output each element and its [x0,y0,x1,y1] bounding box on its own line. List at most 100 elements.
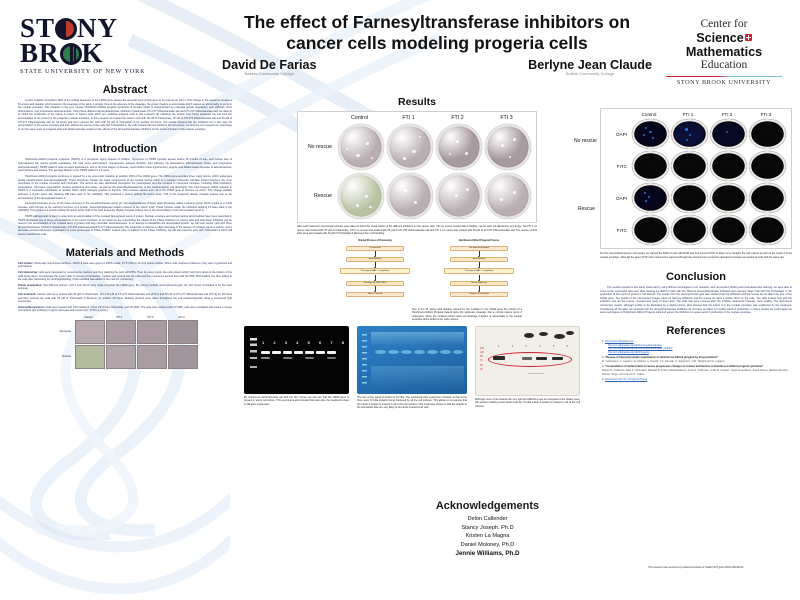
references-list: 1. http://www.wikipedia.org/ http://en.w… [600,340,792,382]
dna-band [327,356,336,359]
treatment-col-fti2: FTI 2 [147,315,154,319]
logo-line1-text: ST [20,13,56,43]
coomassie-band [427,349,438,354]
materials-item-1-label: Cell Culture: [18,261,34,265]
petri-row-norescue: No rescue [307,144,332,150]
lane-2: 2 [273,339,276,345]
pathway-left-step-5: Mature Lamin A [346,291,404,297]
pathway-diagram: Normal Process of Processing Hutchinson-… [332,240,522,306]
treatment-col-fti3: FTI 3 [178,315,185,319]
ref-2-title: "Rescue of heterochromatin organization … [604,356,719,360]
pathway-right-step-4: No cleavage site [450,280,508,286]
pathway-arrow [478,274,480,282]
author-2-name: Berlyne Jean Claude [528,57,652,72]
pathway-arrow [478,285,480,293]
treatment-row-norescue: No rescue [59,330,71,334]
funding-note: This research was supported by National … [648,566,744,569]
ack-name-4: Daniel Moloney, Ph.D [460,541,515,548]
coomassie-ladder [362,333,367,386]
csme-line4: Education [700,59,748,72]
materials-item-4-text: Cancer cells were treated with 25 µM of … [18,292,232,304]
intro-paragraph-2: Hutchinson-Gilford progeria syndrome is … [18,174,232,200]
wb-blot-top [554,333,565,339]
results-panel-petri: Control FTI 1 FTI 2 FTI 3 No rescue [297,111,537,223]
materials-item-1: Cell Culture: Pancreatic Carcinoma cell … [18,262,232,269]
dna-band [294,350,303,354]
petri-col-fti3: FTI 3 [500,115,513,121]
wb-blot-top [524,332,534,338]
conclusion-paragraph-1: The results reported in this study show … [600,286,792,315]
reference-item-2: 2. "Rescue of heterochromatin organizati… [602,356,792,364]
petri-dish-rescue-control [338,173,384,219]
well-fitc-norescue-control [632,151,669,181]
well-dapi-norescue-control [632,119,669,149]
materials-item-2-label: Cell Harvesting: [18,270,38,274]
pathway-arrow [374,285,376,293]
intro-paragraph-1: Hutchinson-Gilford progeria syndrome (HG… [18,158,232,173]
materials-item-3-label: Primer preparation: [18,283,43,287]
pathway-caption: Due to the 51 amino acid deletion caused… [412,307,522,322]
well-group-label-norescue: No rescue [574,138,597,144]
ref-1-link-2[interactable]: http://en.wikipedia.org/wiki/Farnesyltra… [608,343,662,347]
dna-band [305,350,314,354]
lane-8: 8 [341,339,344,345]
pathway-arrow [374,261,376,269]
ref-2-num: 2. [602,356,605,360]
petri-dish-rescue-fti2 [436,173,482,219]
pathway-right-step-3: Cleavage of AAX + methylation [444,267,514,274]
petri-dish-norescue-fti3 [485,124,531,170]
author-1-name: David De Farias [222,57,317,72]
well-col-control: Control [641,112,657,117]
petri-panel-caption: After each treatment microscopic picture… [297,225,537,235]
dna-band [261,356,270,359]
well-dapi-rescue-control [632,183,669,213]
materials-item-3: Primer preparation: Two different primer… [18,284,232,291]
well-dapi-norescue-fti1 [671,119,708,149]
materials-item-4-label: Cell treatment: [18,292,37,296]
acknowledgements-section: Acknowledgements Delon Callender Stancy … [380,500,595,558]
petri-grid-corner [301,115,335,121]
coomassie-smear [371,365,464,388]
ref-4-link-1[interactable]: http://www.ncbi.nlm.nih.gov/pubmed/ [604,378,648,382]
coomassie-band [388,349,399,354]
dna-gel-caption: By running an electrophoresis gel with t… [244,395,349,406]
treatment-row-rescue: Rescue [62,355,71,359]
well-dapi-norescue-fti2 [710,119,747,149]
western-blot-caption: Although some of the strands are very li… [475,397,581,408]
lane-4: 4 [296,339,299,345]
ack-name-5: Jennie Williams, Ph.D [455,550,520,557]
pathway-left-step-2: Farnesylation [346,256,404,262]
csme-logo: Center for Science Mathematics Education… [662,18,786,86]
well-col-fti3: FTI 3 [760,112,772,117]
logo-globe-icon-2 [59,42,82,65]
logo-line1-tail: NY [77,13,119,43]
reference-item-1: 1. http://www.wikipedia.org/ http://en.w… [602,340,792,355]
ref-1-link-3[interactable]: http://en.wikipedia.org/wiki/Farnesyltra… [608,347,673,351]
ref-4-num: 4. [602,378,605,382]
ref-3-title: "Accumulation of mutant lamin A causes p… [604,365,764,369]
intro-paragraph-4: HGPS pathogenesis is likely to arise fro… [18,215,232,237]
wb-blot-top [539,331,548,336]
logo-line2-text: BR [20,37,60,68]
ref-1-link-4[interactable]: http://en.wikipedia.org/wiki/Progeria [608,351,649,355]
pathway-left-title: Normal Process of Processing [358,239,392,242]
author-1-affiliation: Nassau Community College [244,71,294,76]
coomassie-band [414,349,425,354]
introduction-heading: Introduction [92,143,158,156]
dna-gel-ladder [250,337,257,378]
plus-icon [744,33,752,41]
petri-row-rescue: Rescue [314,193,332,199]
author-2-affiliation: Suffolk Community College [565,71,615,76]
coomassie-gel-image [357,325,467,394]
ref-1-link-1[interactable]: http://www.wikipedia.org/ [604,339,634,343]
logo-line2-tail: K [81,37,104,68]
coomassie-gel-caption: The size of the Lamin A protein is 72 kD… [357,395,467,410]
dna-band [283,350,292,354]
petri-dish-rescue-fti3 [485,173,531,219]
conclusion-body: The results reported in this study show … [600,286,792,315]
gel-block-coomassie: The size of the Lamin A protein is 72 kD… [357,325,467,410]
well-fitc-rescue-fti3 [749,215,786,245]
wb-ladder-labels: 250 130 95 72 55 36 [480,346,484,372]
well-fitc-norescue-fti2 [710,151,747,181]
materials-body: Cell Culture: Pancreatic Carcinoma cell … [18,262,232,313]
